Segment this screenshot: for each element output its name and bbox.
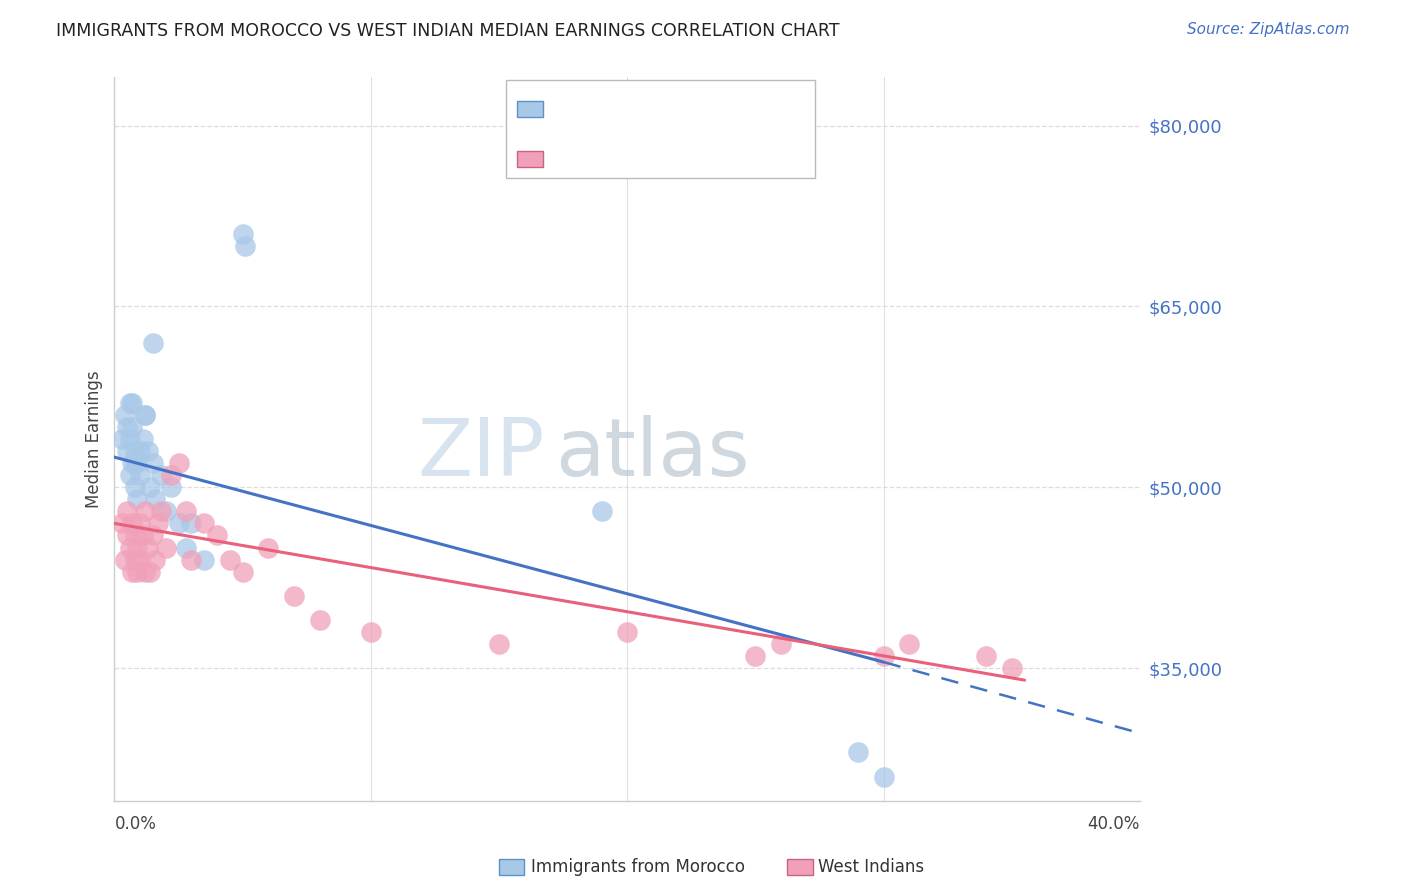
Point — [488, 637, 510, 651]
Point — [180, 552, 202, 566]
Point — [121, 516, 143, 531]
Point — [174, 504, 197, 518]
Point — [149, 504, 172, 518]
Point — [257, 541, 280, 555]
Point — [129, 444, 152, 458]
Point — [155, 504, 177, 518]
Point — [744, 648, 766, 663]
Text: N =: N = — [666, 100, 703, 118]
Text: R =: R = — [551, 100, 588, 118]
Point — [131, 528, 153, 542]
Point — [1001, 661, 1024, 675]
Point — [121, 396, 143, 410]
Point — [155, 541, 177, 555]
Point — [146, 516, 169, 531]
Text: 0.0%: 0.0% — [114, 815, 156, 833]
Point — [142, 456, 165, 470]
Point — [360, 624, 382, 639]
Point — [127, 456, 149, 470]
Point — [218, 552, 240, 566]
Point — [114, 552, 136, 566]
Point — [308, 613, 330, 627]
Point — [872, 648, 894, 663]
Point — [159, 480, 181, 494]
Point — [139, 480, 162, 494]
Point — [142, 528, 165, 542]
Point — [136, 541, 159, 555]
Point — [139, 565, 162, 579]
Point — [174, 541, 197, 555]
Point — [127, 565, 149, 579]
Point — [232, 565, 254, 579]
Point — [118, 396, 141, 410]
Point — [115, 528, 138, 542]
Point — [118, 541, 141, 555]
Point — [129, 516, 152, 531]
Point — [142, 335, 165, 350]
Point — [974, 648, 997, 663]
Text: Source: ZipAtlas.com: Source: ZipAtlas.com — [1187, 22, 1350, 37]
Point — [233, 239, 256, 253]
Point — [193, 552, 215, 566]
Point — [134, 504, 156, 518]
Point — [127, 492, 149, 507]
Point — [134, 565, 156, 579]
Point — [167, 456, 190, 470]
Point — [129, 468, 152, 483]
Text: N =: N = — [666, 150, 703, 168]
Point — [111, 432, 134, 446]
Point — [134, 408, 156, 422]
Point — [121, 420, 143, 434]
Text: R =: R = — [551, 150, 588, 168]
Text: IMMIGRANTS FROM MOROCCO VS WEST INDIAN MEDIAN EARNINGS CORRELATION CHART: IMMIGRANTS FROM MOROCCO VS WEST INDIAN M… — [56, 22, 839, 40]
Text: 40.0%: 40.0% — [1088, 815, 1140, 833]
Point — [283, 589, 305, 603]
Point — [616, 624, 638, 639]
Text: 37: 37 — [703, 100, 727, 118]
Point — [180, 516, 202, 531]
Point — [145, 492, 167, 507]
Point — [159, 468, 181, 483]
Text: -0.285: -0.285 — [593, 100, 652, 118]
Text: West Indians: West Indians — [818, 858, 924, 876]
Point — [205, 528, 228, 542]
Y-axis label: Median Earnings: Median Earnings — [86, 370, 103, 508]
Point — [136, 444, 159, 458]
Text: -0.317: -0.317 — [593, 150, 652, 168]
Point — [134, 408, 156, 422]
Text: ZIP: ZIP — [418, 415, 546, 492]
Point — [115, 420, 138, 434]
Point — [118, 432, 141, 446]
Point — [872, 770, 894, 784]
Point — [846, 746, 869, 760]
Text: Immigrants from Morocco: Immigrants from Morocco — [531, 858, 745, 876]
Point — [118, 468, 141, 483]
Point — [121, 456, 143, 470]
Point — [115, 444, 138, 458]
Point — [124, 480, 146, 494]
Point — [898, 637, 921, 651]
Point — [121, 565, 143, 579]
Point — [167, 516, 190, 531]
Point — [591, 504, 613, 518]
Point — [769, 637, 792, 651]
Point — [232, 227, 254, 241]
Point — [124, 552, 146, 566]
Point — [131, 432, 153, 446]
Text: atlas: atlas — [555, 415, 749, 492]
Point — [114, 408, 136, 422]
Point — [127, 541, 149, 555]
Point — [115, 504, 138, 518]
Point — [149, 468, 172, 483]
Point — [124, 444, 146, 458]
Point — [111, 516, 134, 531]
Text: 43: 43 — [703, 150, 727, 168]
Point — [124, 456, 146, 470]
Point — [129, 552, 152, 566]
Point — [145, 552, 167, 566]
Point — [193, 516, 215, 531]
Point — [124, 528, 146, 542]
